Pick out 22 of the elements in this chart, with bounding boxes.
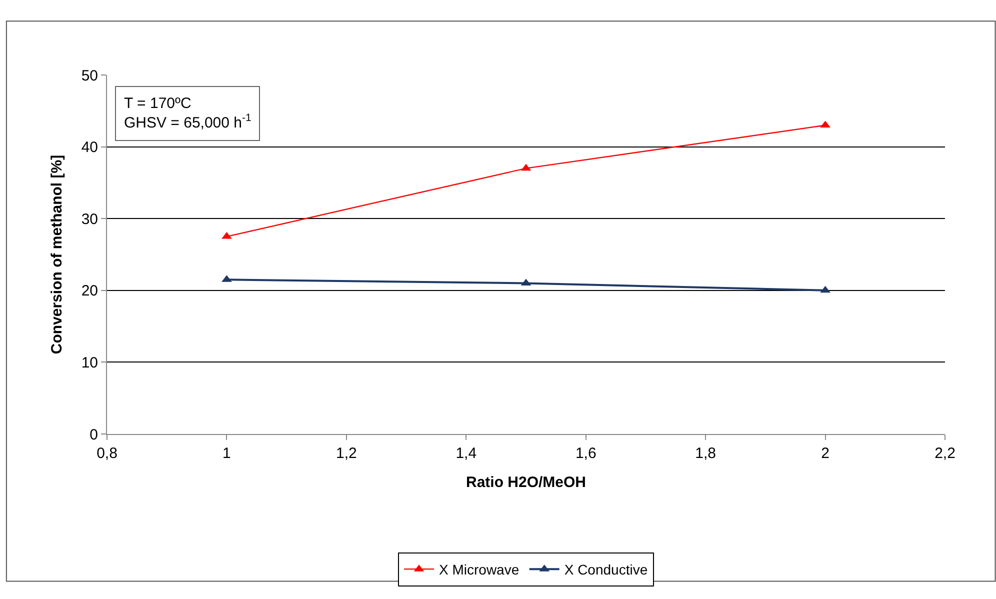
x-tick-label: 2,2 bbox=[934, 445, 956, 462]
y-tick-label: 30 bbox=[81, 210, 98, 228]
x-tick-label: 1,8 bbox=[695, 445, 716, 462]
x-tick-label: 1 bbox=[222, 445, 231, 462]
annotation: GHSV = 65,000 h$^{-1}$ bbox=[124, 112, 252, 132]
annotation: T = 170ºC bbox=[124, 95, 192, 112]
y-tick-label: 0 bbox=[90, 426, 98, 444]
legend-label: X Microwave bbox=[439, 562, 520, 578]
y-tick-label: 40 bbox=[81, 139, 98, 156]
x-tick-label: 2 bbox=[821, 445, 830, 462]
x-tick-label: 1,6 bbox=[575, 445, 596, 462]
y-tick-label: 10 bbox=[81, 354, 98, 372]
point bbox=[820, 120, 830, 128]
x-tick-label: 1,4 bbox=[456, 445, 477, 462]
y-tick-label: 20 bbox=[81, 282, 98, 300]
x-tick-label: 1,2 bbox=[336, 445, 357, 462]
legend-label: X Conductive bbox=[564, 562, 648, 578]
point bbox=[820, 286, 830, 293]
x-tick-label: 0,8 bbox=[96, 445, 118, 462]
y-axis-title: Conversion of methanol [%] bbox=[48, 154, 66, 354]
x-axis-title: Ratio H2O/MeOH bbox=[466, 474, 586, 491]
y-tick-label: 50 bbox=[81, 67, 98, 84]
